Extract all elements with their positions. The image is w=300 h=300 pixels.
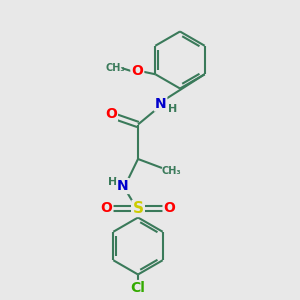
Text: CH₃: CH₃	[161, 166, 181, 176]
Text: O: O	[100, 202, 112, 215]
Text: S: S	[133, 201, 143, 216]
Text: O: O	[164, 202, 175, 215]
Text: O: O	[131, 64, 143, 78]
Text: O: O	[105, 107, 117, 121]
Text: CH₃: CH₃	[105, 63, 124, 73]
Text: N: N	[155, 97, 166, 110]
Text: N: N	[117, 179, 129, 193]
Text: H: H	[169, 104, 178, 114]
Text: Cl: Cl	[130, 281, 146, 295]
Text: H: H	[108, 177, 117, 188]
